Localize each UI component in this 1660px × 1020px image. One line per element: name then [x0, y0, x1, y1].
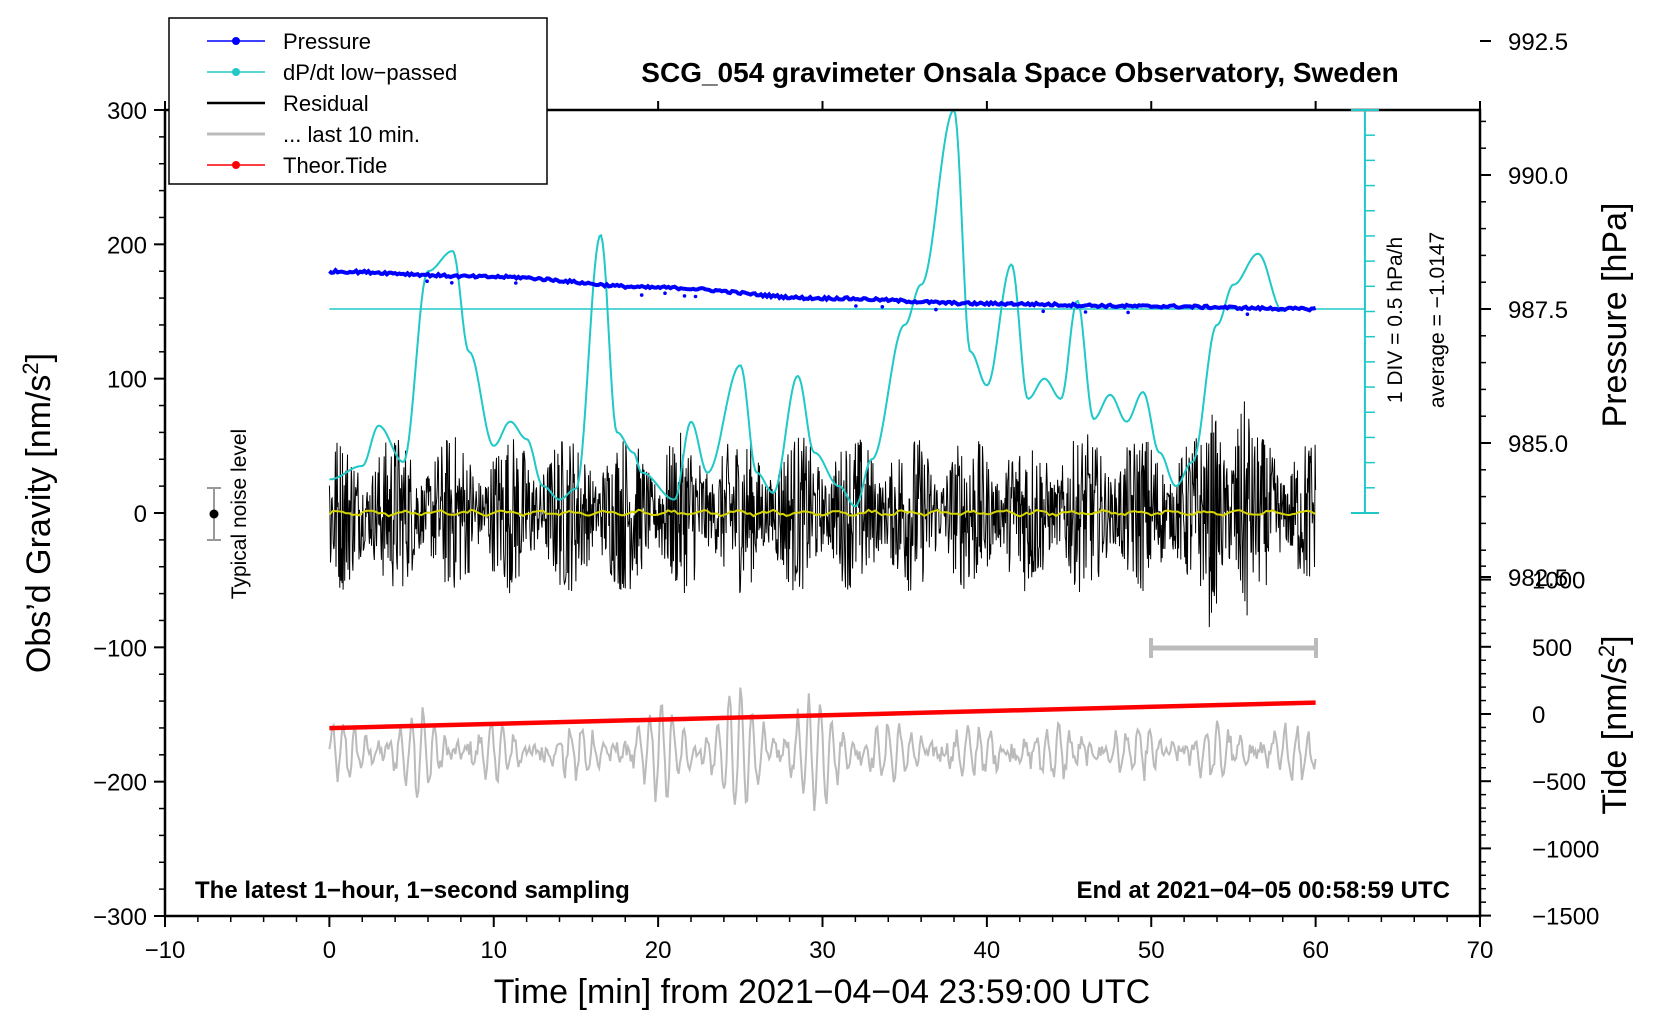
tide-tick-label: 1000 [1532, 568, 1585, 595]
legend-label-dpdt: dP/dt low−passed [283, 60, 457, 85]
end-time-note: End at 2021−04−05 00:58:59 UTC [1076, 877, 1450, 904]
x-tick-label: 60 [1302, 937, 1329, 964]
x-tick-label: 10 [480, 937, 507, 964]
average-label: average = −1.0147 [1426, 232, 1449, 408]
pressure-point [1083, 310, 1088, 314]
x-tick-label: 40 [974, 937, 1001, 964]
legend-box [168, 17, 548, 185]
last-10-min-bracket [1149, 638, 1318, 658]
legend-label-pressure: Pressure [283, 29, 371, 54]
y-axis-label-tide: Tide [nm/s2] [1594, 635, 1634, 814]
legend-entry-dpdt: dP/dt low−passed [207, 60, 457, 85]
pressure-point [663, 291, 667, 296]
y-tick-label: −200 [93, 770, 147, 797]
pressure-line [328, 267, 1317, 313]
noise-level-label: Typical noise level [228, 429, 251, 599]
y-axis-label-pressure: Pressure [hPa] [1596, 203, 1634, 428]
y-tick-label: 300 [107, 98, 147, 125]
pressure-tick-label: 992.5 [1508, 29, 1568, 56]
pressure-point [880, 305, 885, 309]
x-axis-label: Time [min] from 2021−04−04 23:59:00 UTC [494, 973, 1150, 1011]
pressure-point [450, 281, 454, 285]
pressure-point [639, 293, 644, 297]
legend-entry-residual: Residual [207, 91, 369, 116]
noise-level-marker: Typical noise level [207, 429, 251, 599]
pressure-point [682, 294, 687, 298]
pressure-point [425, 279, 429, 284]
last-10-min-series [328, 687, 1317, 811]
theor-tide-line [329, 700, 1316, 731]
pressure-point [693, 294, 698, 299]
tide-tick-label: 0 [1532, 702, 1545, 729]
y-tick-label: 0 [134, 501, 147, 528]
tide-tick-label: −500 [1532, 769, 1586, 796]
legend-entry-pressure: Pressure [207, 29, 371, 54]
x-tick-label: 50 [1138, 937, 1165, 964]
legend-label-last-10-min: ... last 10 min. [283, 122, 420, 147]
pressure-series [328, 267, 1317, 317]
x-tick-label: 30 [809, 937, 836, 964]
axes: −10 0 10 20 30 40 50 60 703002001000−100−200−300… [93, 29, 1599, 964]
legend-label-theor-tide: Theor.Tide [283, 153, 387, 178]
y-axis-label-gravity: Obs’d Gravity [nm/s2] [18, 353, 58, 673]
pressure-tick-label: 987.5 [1508, 297, 1568, 324]
sampling-note: The latest 1−hour, 1−second sampling [195, 877, 630, 904]
residual-line [328, 401, 1317, 628]
pressure-tick-label: 982.5 [1508, 565, 1568, 592]
pressure-point [1245, 312, 1250, 317]
pressure-point [1041, 309, 1045, 314]
y-tick-label: 100 [107, 367, 147, 394]
y-tick-label: −100 [93, 635, 147, 662]
tide-tick-label: −1000 [1532, 836, 1599, 863]
y-tick-label: 200 [107, 232, 147, 259]
pressure-point [854, 304, 858, 308]
last-10-min-line [328, 687, 1317, 811]
pressure-point [934, 307, 938, 312]
pressure-tick-label: 990.0 [1508, 163, 1568, 190]
x-tick-label: 20 [645, 937, 672, 964]
scale-div-label: 1 DIV = 0.5 hPa/h [1384, 237, 1407, 403]
legend-entry-last-10-min: ... last 10 min. [207, 122, 420, 147]
tide-tick-label: −1500 [1532, 904, 1599, 931]
pressure-point [514, 281, 518, 285]
x-tick-label: 0 [323, 937, 336, 964]
y-tick-label: −300 [93, 904, 147, 931]
x-tick-label: −10 [145, 937, 186, 964]
pressure-rate-scale [1350, 109, 1379, 514]
dpdt-line [329, 108, 1284, 508]
chart-title: SCG_054 gravimeter Onsala Space Observat… [641, 57, 1398, 88]
residual-series [328, 401, 1317, 628]
legend: Pressure dP/dt low−passed Residual ... l… [168, 17, 548, 185]
theor-tide-series [329, 700, 1316, 731]
pressure-tick-label: 985.0 [1508, 431, 1568, 458]
x-tick-label: 70 [1467, 937, 1494, 964]
legend-entry-theor-tide: Theor.Tide [207, 153, 387, 178]
pressure-point [1126, 310, 1130, 315]
legend-label-residual: Residual [283, 91, 369, 116]
residual-smoothed-line [328, 508, 1317, 518]
tide-tick-label: 500 [1532, 635, 1572, 662]
